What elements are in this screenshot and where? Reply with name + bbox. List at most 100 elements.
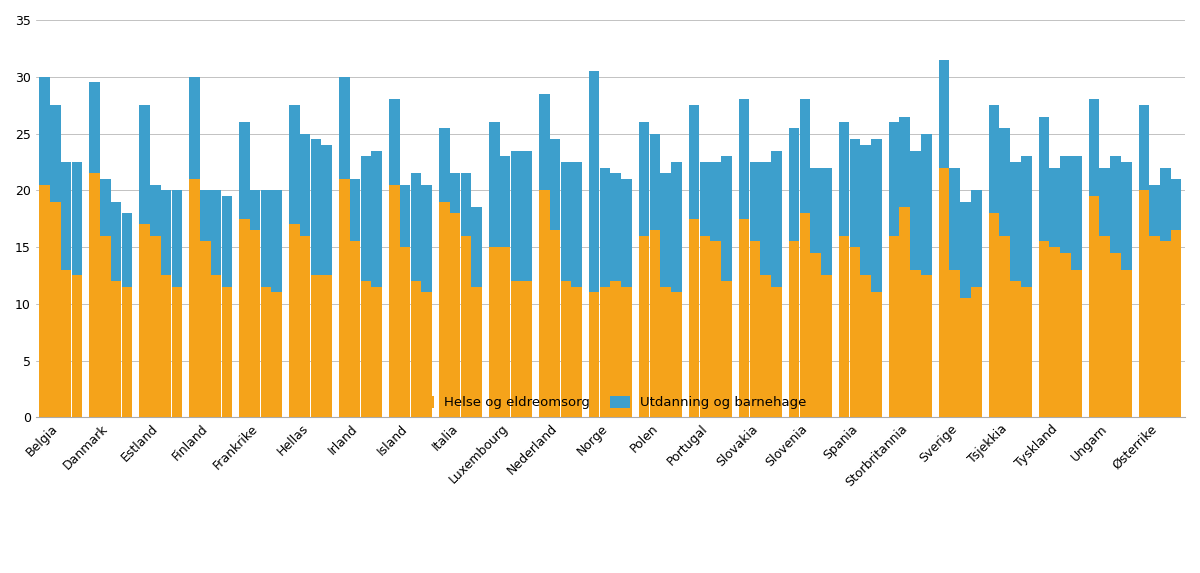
Bar	[949, 167, 960, 270]
Bar	[250, 190, 260, 230]
Bar	[50, 202, 61, 417]
Bar	[611, 281, 622, 417]
Bar	[571, 162, 582, 287]
Bar	[400, 185, 410, 247]
Bar	[761, 162, 770, 276]
Bar	[550, 230, 560, 417]
Bar	[989, 105, 1000, 213]
Bar	[40, 185, 50, 417]
Bar	[150, 185, 161, 236]
Bar	[389, 100, 400, 185]
Bar	[889, 236, 899, 417]
Bar	[1099, 236, 1110, 417]
Bar	[271, 292, 282, 417]
Bar	[799, 100, 810, 213]
Bar	[1099, 167, 1110, 236]
Bar	[560, 281, 571, 417]
Bar	[190, 77, 199, 179]
Bar	[1010, 162, 1021, 281]
Bar	[1070, 270, 1081, 417]
Bar	[971, 190, 982, 287]
Bar	[1088, 100, 1099, 196]
Bar	[110, 202, 121, 281]
Bar	[1021, 287, 1032, 417]
Bar	[622, 179, 632, 287]
Bar	[50, 105, 61, 202]
Bar	[689, 105, 700, 219]
Bar	[100, 179, 110, 236]
Bar	[911, 270, 920, 417]
Bar	[472, 287, 482, 417]
Bar	[600, 287, 611, 417]
Bar	[510, 281, 521, 417]
Bar	[810, 253, 821, 417]
Bar	[372, 151, 382, 287]
Bar	[871, 292, 882, 417]
Bar	[850, 247, 860, 417]
Bar	[1000, 236, 1010, 417]
Bar	[150, 236, 161, 417]
Bar	[949, 270, 960, 417]
Bar	[1000, 128, 1010, 236]
Bar	[311, 276, 322, 417]
Bar	[72, 162, 82, 276]
Bar	[1150, 236, 1160, 417]
Bar	[550, 139, 560, 230]
Bar	[1039, 116, 1049, 241]
Bar	[461, 173, 472, 236]
Bar	[821, 276, 832, 417]
Bar	[410, 281, 421, 417]
Bar	[421, 292, 432, 417]
Bar	[739, 219, 749, 417]
Bar	[721, 156, 732, 281]
Bar	[638, 122, 649, 236]
Bar	[671, 292, 682, 417]
Bar	[239, 219, 250, 417]
Bar	[900, 116, 910, 207]
Bar	[172, 190, 182, 287]
Bar	[622, 287, 632, 417]
Bar	[361, 281, 371, 417]
Bar	[439, 128, 450, 202]
Bar	[89, 173, 100, 417]
Bar	[161, 276, 172, 417]
Bar	[499, 156, 510, 247]
Bar	[700, 236, 710, 417]
Bar	[710, 162, 721, 241]
Bar	[472, 207, 482, 287]
Bar	[100, 236, 110, 417]
Bar	[922, 134, 931, 276]
Bar	[499, 247, 510, 417]
Bar	[1139, 105, 1150, 190]
Bar	[172, 287, 182, 417]
Bar	[611, 173, 622, 281]
Bar	[211, 190, 221, 276]
Bar	[239, 122, 250, 219]
Bar	[300, 236, 311, 417]
Bar	[271, 190, 282, 292]
Bar	[1110, 156, 1121, 253]
Bar	[89, 83, 100, 173]
Bar	[871, 139, 882, 292]
Bar	[1121, 162, 1132, 270]
Bar	[938, 167, 949, 417]
Bar	[450, 213, 461, 417]
Bar	[461, 236, 472, 417]
Bar	[589, 292, 600, 417]
Bar	[1070, 156, 1081, 270]
Bar	[700, 162, 710, 236]
Bar	[200, 190, 210, 241]
Bar	[400, 247, 410, 417]
Bar	[300, 134, 311, 236]
Bar	[521, 281, 532, 417]
Bar	[1039, 241, 1049, 417]
Bar	[1049, 247, 1060, 417]
Bar	[721, 281, 732, 417]
Bar	[322, 145, 332, 276]
Bar	[521, 151, 532, 281]
Bar	[600, 167, 611, 287]
Bar	[289, 105, 300, 225]
Bar	[1150, 185, 1160, 236]
Bar	[799, 213, 810, 417]
Bar	[510, 151, 521, 281]
